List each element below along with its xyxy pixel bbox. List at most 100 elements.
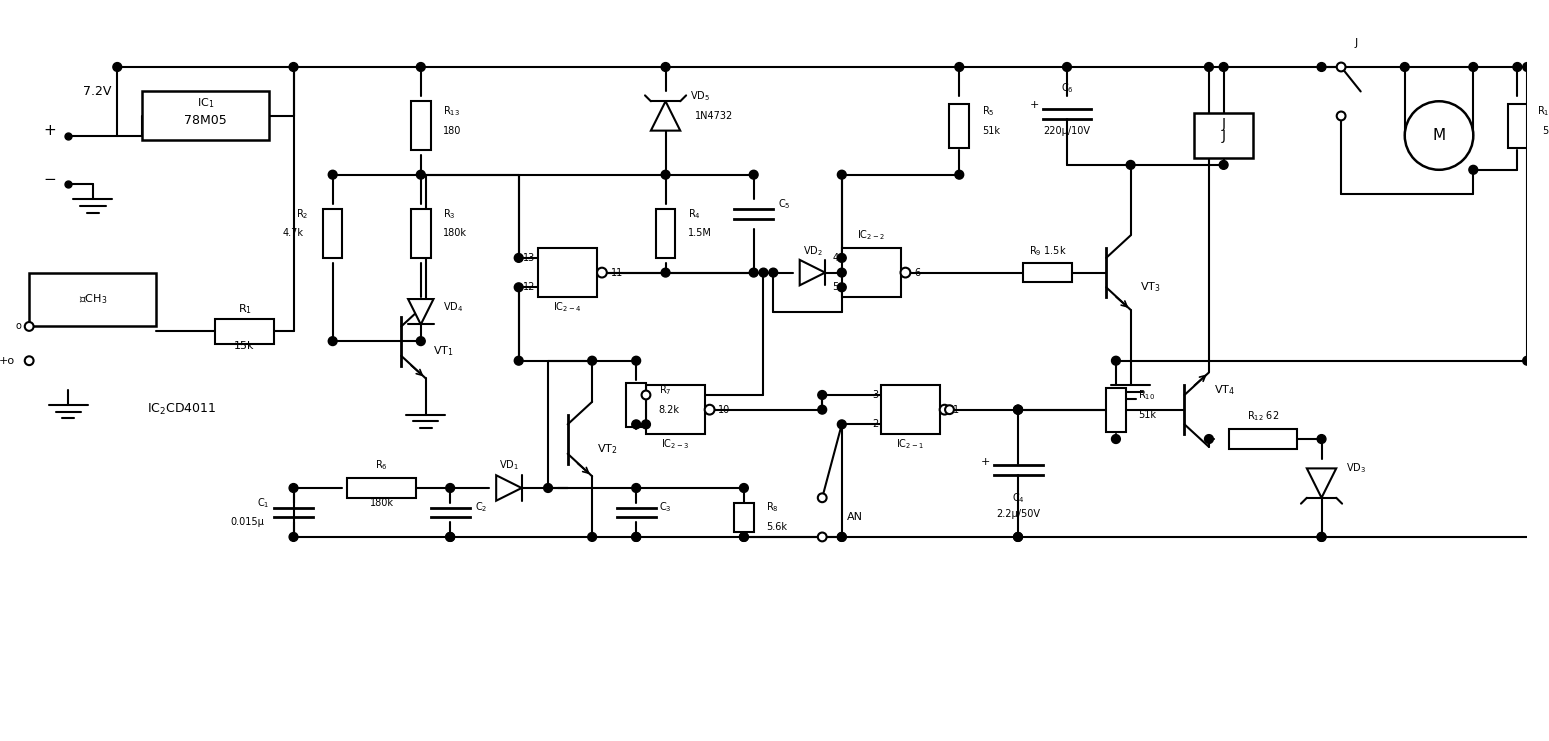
Circle shape [587,356,596,365]
Text: 180k: 180k [443,228,468,239]
Text: o: o [15,322,22,331]
Text: 9: 9 [637,419,643,429]
Circle shape [417,170,426,179]
Text: AN: AN [847,512,863,522]
Circle shape [768,268,778,277]
Polygon shape [1307,468,1337,498]
Text: R$_7$: R$_7$ [658,383,671,397]
Circle shape [290,484,297,492]
Text: J: J [1354,38,1357,47]
Polygon shape [799,260,826,285]
Bar [841,248,900,297]
Text: +o: +o [0,356,14,366]
Text: 180k: 180k [370,498,393,508]
Circle shape [596,268,607,277]
Text: 15k: 15k [234,341,256,351]
Circle shape [661,268,671,277]
Circle shape [838,533,846,542]
Text: 1N4732: 1N4732 [696,111,733,121]
Text: +: + [43,123,57,138]
Circle shape [1317,533,1326,542]
Circle shape [838,170,846,179]
Circle shape [818,391,827,399]
Circle shape [1317,533,1326,542]
Text: J: J [1222,128,1225,142]
Text: R$_5$: R$_5$ [982,104,994,118]
Text: VD$_3$: VD$_3$ [1346,462,1366,475]
Text: VT$_1$: VT$_1$ [432,344,454,358]
Text: IC$_{2-2}$: IC$_{2-2}$ [857,228,884,242]
Circle shape [900,268,911,277]
Circle shape [1013,405,1022,414]
Text: R$_9$ 1.5k: R$_9$ 1.5k [1029,244,1066,258]
Circle shape [838,420,846,429]
Text: −: − [43,172,57,187]
Polygon shape [496,475,522,501]
Text: 51: 51 [1541,126,1549,136]
Text: 8: 8 [637,390,643,400]
Circle shape [1013,405,1022,414]
Circle shape [1219,62,1228,71]
Bar [881,385,940,434]
Circle shape [446,533,454,542]
Circle shape [954,170,963,179]
Circle shape [290,533,297,542]
Text: IC$_1$: IC$_1$ [197,96,214,110]
Circle shape [1112,435,1120,443]
Text: 4.7k: 4.7k [282,228,304,239]
Text: VD$_2$: VD$_2$ [802,244,823,258]
Circle shape [661,62,671,71]
Text: 11: 11 [610,268,623,278]
Circle shape [1513,62,1521,71]
Text: C$_3$: C$_3$ [658,501,671,514]
Circle shape [632,420,641,429]
Text: 5.6k: 5.6k [767,522,787,532]
Text: 78M05: 78M05 [184,114,226,127]
Text: IC$_{2-1}$: IC$_{2-1}$ [897,437,925,451]
Circle shape [661,170,671,179]
Circle shape [632,533,641,542]
Circle shape [632,356,641,365]
Text: R$_4$: R$_4$ [688,207,702,221]
Circle shape [514,253,524,262]
Text: 1: 1 [953,405,959,415]
Text: 10: 10 [719,405,731,415]
Circle shape [1205,435,1213,443]
Polygon shape [407,299,434,325]
Circle shape [739,533,748,542]
Text: 13: 13 [524,253,536,263]
Circle shape [1013,533,1022,542]
Text: R$_{11}$: R$_{11}$ [1537,104,1549,118]
Circle shape [1219,161,1228,169]
Circle shape [1523,62,1532,71]
Circle shape [641,420,651,429]
Text: 51k: 51k [982,126,999,136]
Circle shape [705,405,714,414]
Text: VT$_2$: VT$_2$ [596,442,618,456]
Text: R$_2$: R$_2$ [296,207,308,221]
Text: VD$_1$: VD$_1$ [499,459,519,472]
Text: VD$_4$: VD$_4$ [443,300,463,313]
Text: C$_6$: C$_6$ [1061,82,1073,96]
Bar [143,91,270,141]
Circle shape [1112,356,1120,365]
Circle shape [1405,102,1473,170]
Text: R$_3$: R$_3$ [443,207,455,221]
Circle shape [838,268,846,277]
Text: 1.5M: 1.5M [688,228,713,239]
Circle shape [290,62,297,71]
Bar [1022,263,1072,282]
Circle shape [632,533,641,542]
Text: R$_1$: R$_1$ [237,302,251,316]
Bar [322,209,342,258]
Bar [646,385,705,434]
Text: 7.2V: 7.2V [84,85,112,98]
Circle shape [739,484,748,492]
Circle shape [954,62,963,71]
Circle shape [1063,62,1072,71]
Text: 6: 6 [914,268,920,278]
Text: 51k: 51k [1139,410,1157,419]
Text: R$_6$: R$_6$ [375,459,387,472]
Circle shape [587,533,596,542]
Circle shape [818,494,827,502]
